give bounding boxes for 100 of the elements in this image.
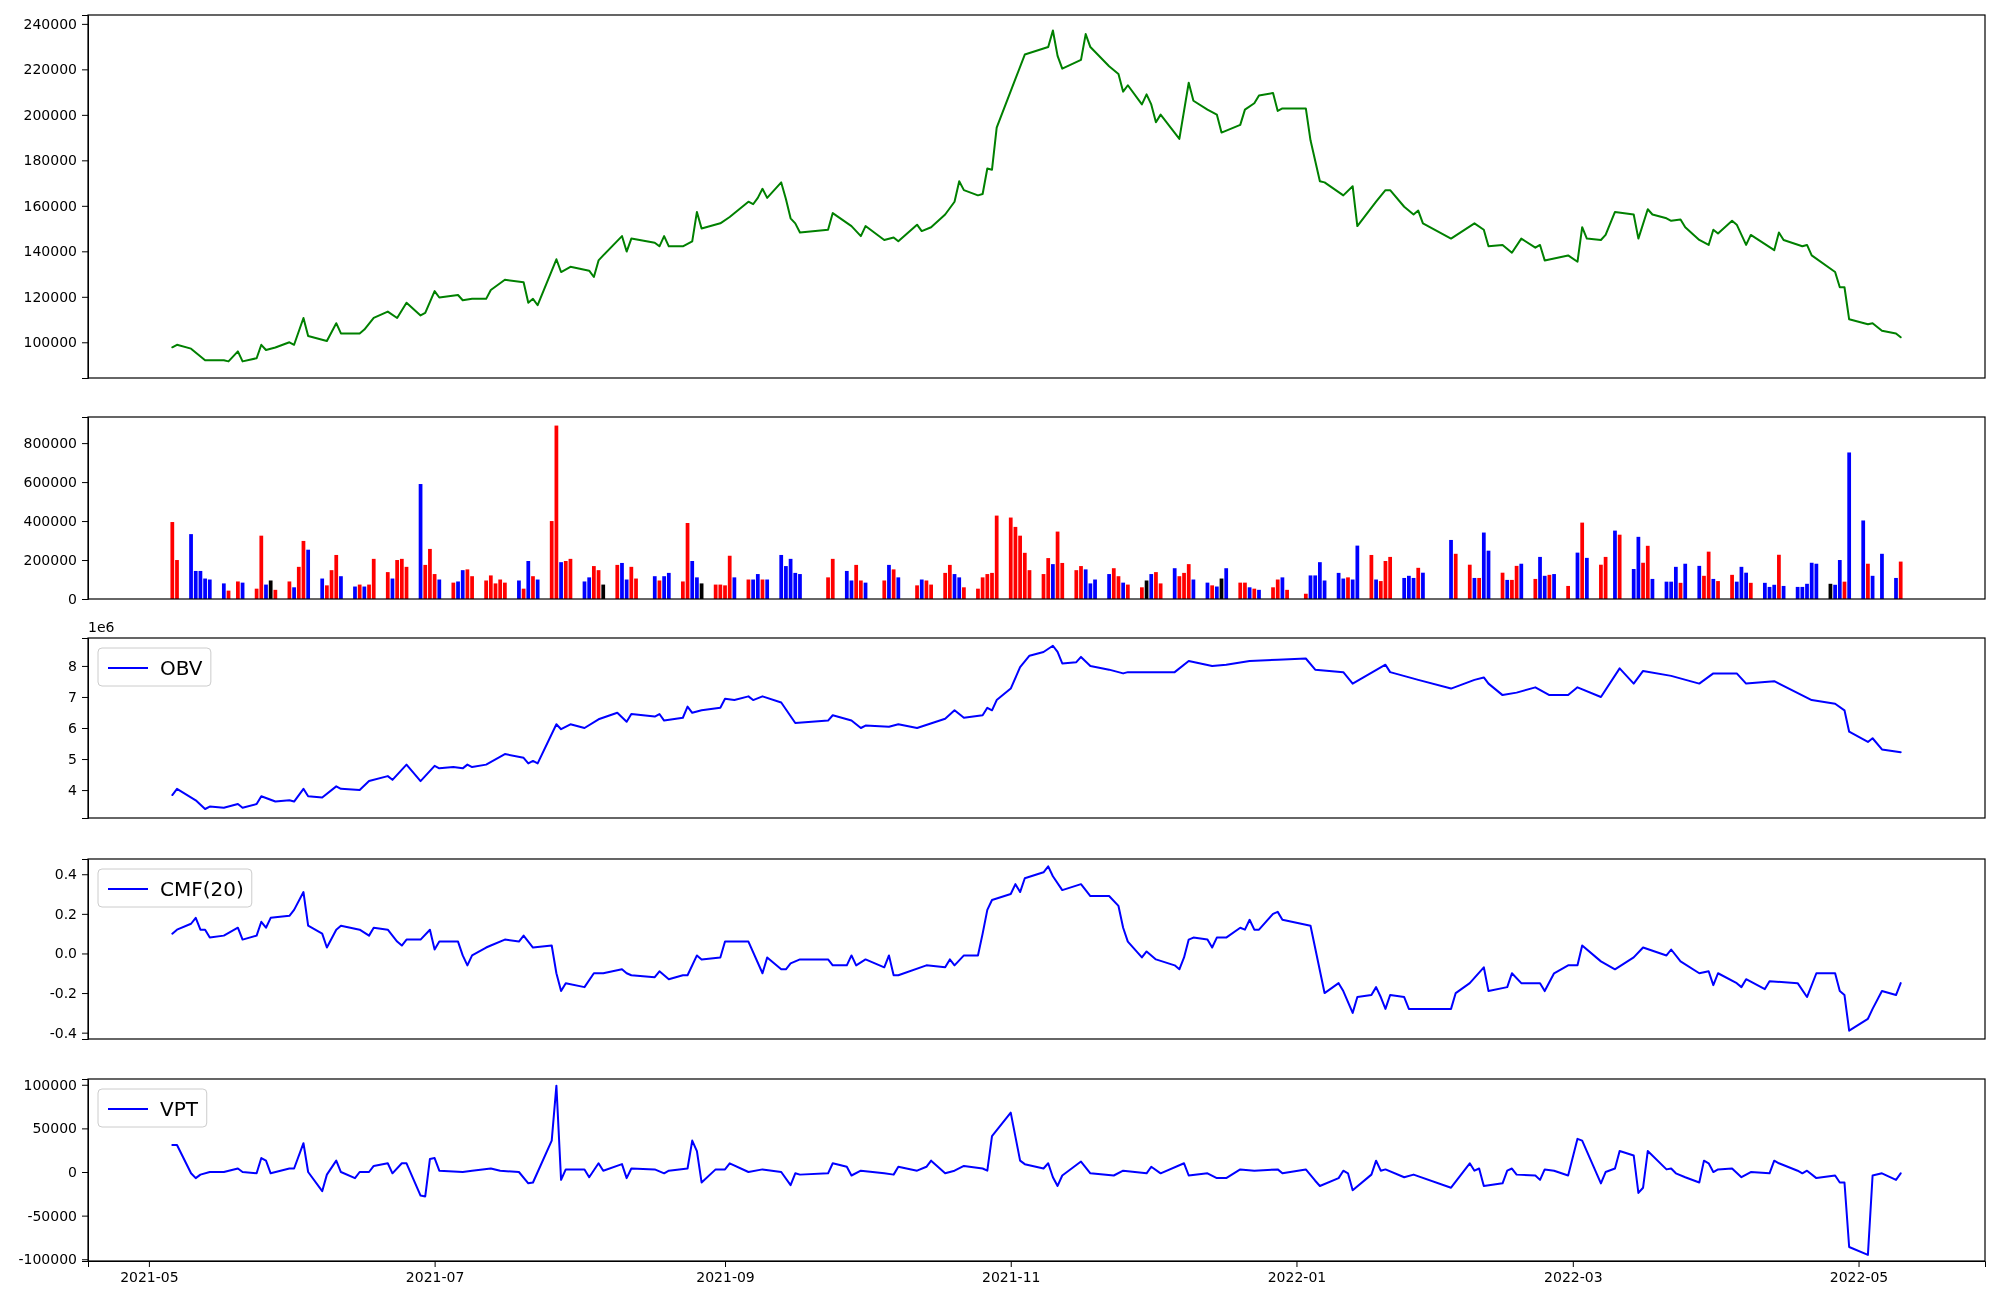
y-tick-label: 400000 bbox=[23, 513, 77, 530]
y-tick-label: -100000 bbox=[18, 1251, 77, 1268]
bar bbox=[962, 587, 966, 599]
y-tick-label: 240000 bbox=[23, 15, 77, 32]
bar bbox=[755, 574, 760, 599]
bar bbox=[437, 579, 442, 599]
bar bbox=[1008, 517, 1013, 599]
bar bbox=[957, 577, 962, 599]
bar bbox=[652, 576, 657, 599]
bar bbox=[947, 564, 952, 599]
x-tick-label: 2021-11 bbox=[981, 1268, 1041, 1285]
bar bbox=[460, 570, 465, 599]
bar bbox=[830, 558, 835, 599]
bar bbox=[1505, 579, 1510, 599]
y-tick-label: 8 bbox=[68, 657, 77, 674]
bar bbox=[1051, 564, 1055, 599]
bar bbox=[1285, 589, 1289, 599]
y-tick-label: 200000 bbox=[23, 106, 77, 123]
bar bbox=[1613, 530, 1617, 599]
legend-label: VPT bbox=[160, 1097, 199, 1121]
y-tick-label: 4 bbox=[68, 782, 78, 799]
bar bbox=[1453, 553, 1458, 599]
bar bbox=[887, 564, 891, 599]
bar bbox=[221, 583, 226, 599]
bar bbox=[306, 549, 311, 599]
bar bbox=[896, 577, 901, 599]
bar bbox=[1898, 561, 1903, 599]
bar bbox=[1046, 558, 1051, 599]
bar bbox=[1107, 574, 1111, 599]
bar bbox=[1186, 564, 1191, 599]
bar bbox=[563, 561, 568, 599]
y-tick-label: 0.2 bbox=[54, 905, 77, 922]
bar bbox=[320, 578, 325, 599]
bar bbox=[1154, 572, 1158, 599]
bar bbox=[615, 564, 620, 599]
y-tick-label: 7 bbox=[68, 688, 77, 705]
y-tick-label: -0.2 bbox=[49, 985, 77, 1002]
y-tick-label: 220000 bbox=[23, 61, 77, 78]
x-tick-label: 2021-09 bbox=[696, 1268, 755, 1285]
bar bbox=[1809, 562, 1814, 599]
bar bbox=[535, 579, 540, 599]
bar bbox=[451, 582, 456, 599]
bar bbox=[559, 562, 563, 599]
bar bbox=[1467, 564, 1472, 599]
text: 1e6 bbox=[88, 619, 115, 635]
bar bbox=[1402, 577, 1407, 599]
bar bbox=[1355, 545, 1360, 599]
bar bbox=[727, 555, 732, 599]
legend-label: CMF(20) bbox=[160, 877, 244, 901]
bar bbox=[531, 576, 535, 599]
bar bbox=[1346, 577, 1350, 599]
bar bbox=[844, 570, 849, 599]
bar bbox=[1847, 452, 1852, 599]
x-tick-label: 2022-01 bbox=[1267, 1268, 1327, 1285]
bar bbox=[526, 561, 531, 599]
bar bbox=[1388, 556, 1393, 599]
y-tick-label: 0 bbox=[68, 590, 77, 607]
bar bbox=[264, 584, 268, 599]
x-tick-label: 2021-05 bbox=[120, 1268, 179, 1285]
bar bbox=[1111, 568, 1116, 599]
bar bbox=[1645, 545, 1650, 599]
bar bbox=[1214, 586, 1219, 599]
y-tick-label: 200000 bbox=[23, 552, 77, 569]
bar bbox=[488, 575, 493, 599]
bar bbox=[1449, 539, 1453, 599]
bar bbox=[395, 560, 400, 599]
bar bbox=[1673, 566, 1678, 599]
bar bbox=[399, 558, 404, 599]
bar bbox=[1683, 563, 1688, 599]
bar bbox=[994, 515, 999, 599]
bar bbox=[666, 572, 671, 599]
bar bbox=[690, 561, 695, 599]
x-tick-label: 2022-03 bbox=[1544, 1268, 1603, 1285]
bar bbox=[1706, 551, 1711, 599]
bar bbox=[629, 566, 634, 599]
bar bbox=[980, 577, 985, 599]
y-tick-label: 140000 bbox=[23, 243, 77, 260]
y-tick-label: 0.0 bbox=[54, 945, 77, 962]
bar bbox=[882, 580, 887, 599]
bar bbox=[1252, 588, 1257, 599]
bar bbox=[1210, 585, 1215, 599]
bar bbox=[1580, 522, 1585, 599]
bar bbox=[1140, 587, 1144, 599]
bar bbox=[1894, 577, 1898, 599]
y-tick-label: 50000 bbox=[32, 1120, 77, 1137]
bar bbox=[1716, 581, 1720, 599]
bar bbox=[1125, 584, 1130, 599]
bar bbox=[1617, 534, 1622, 599]
bar bbox=[718, 584, 723, 599]
y-tick-label: 5 bbox=[68, 751, 77, 768]
bar bbox=[236, 581, 240, 599]
y-tick-label: -0.4 bbox=[49, 1024, 78, 1041]
x-tick-label: 2021-07 bbox=[405, 1268, 465, 1285]
bar bbox=[1730, 574, 1734, 599]
bar bbox=[929, 584, 933, 599]
bar bbox=[385, 572, 390, 599]
y-tick-label: 800000 bbox=[23, 435, 77, 452]
bar bbox=[1566, 585, 1570, 599]
bar bbox=[259, 535, 264, 599]
bar bbox=[353, 586, 357, 599]
